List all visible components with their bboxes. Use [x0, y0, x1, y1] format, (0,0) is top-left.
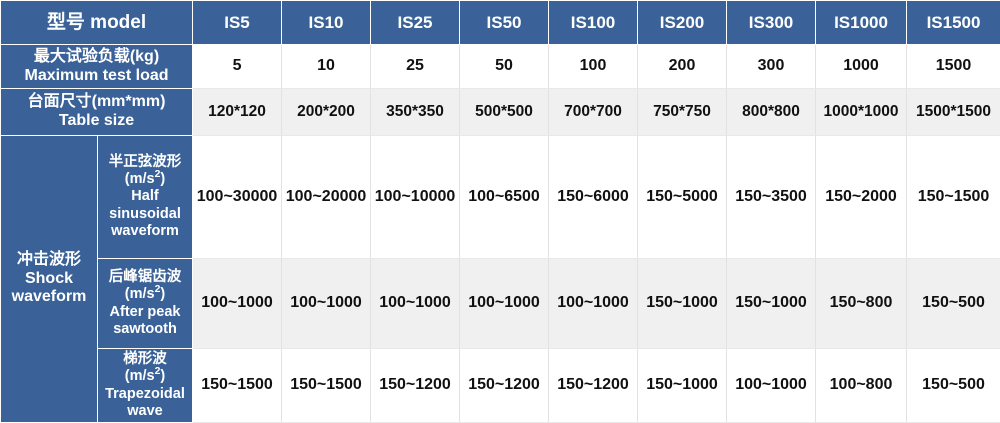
sub-label-trapezoidal-wave-cn: 梯形波	[98, 351, 192, 368]
header-model-is50: IS50	[460, 1, 549, 45]
sub-label-after-peak-sawtooth-en: After peak sawtooth	[98, 304, 192, 339]
sub-label-trapezoidal-wave-unit: (m/s2)	[98, 368, 192, 385]
cell-after-peak-sawtooth-is1000: 150~800	[816, 259, 907, 349]
cell-trapezoidal-wave-is50: 150~1200	[460, 349, 549, 423]
cell-after-peak-sawtooth-is100: 100~1000	[549, 259, 638, 349]
cell-half-sinusoidal-is300: 150~3500	[727, 136, 816, 259]
unit-suffix: )	[160, 171, 165, 187]
cell-half-sinusoidal-is1000: 150~2000	[816, 136, 907, 259]
sub-label-trapezoidal-wave-en: Trapezoidal wave	[98, 386, 192, 421]
cell-trapezoidal-wave-is25: 150~1200	[371, 349, 460, 423]
cell-half-sinusoidal-is100: 150~6000	[549, 136, 638, 259]
unit-suffix: )	[160, 286, 165, 302]
cell-table-size-is300: 800*800	[727, 89, 816, 136]
cell-table-size-is5: 120*120	[193, 89, 282, 136]
cell-half-sinusoidal-is5: 100~30000	[193, 136, 282, 259]
cell-table-size-is25: 350*350	[371, 89, 460, 136]
cell-table-size-is10: 200*200	[282, 89, 371, 136]
cell-max-test-load-is200: 200	[638, 45, 727, 89]
cell-max-test-load-is1000: 1000	[816, 45, 907, 89]
cell-table-size-is100: 700*700	[549, 89, 638, 136]
cell-trapezoidal-wave-is100: 150~1200	[549, 349, 638, 423]
sub-label-half-sinusoidal-cn: 半正弦波形	[98, 154, 192, 171]
cell-trapezoidal-wave-is300: 100~1000	[727, 349, 816, 423]
cell-trapezoidal-wave-is5: 150~1500	[193, 349, 282, 423]
header-model-is10: IS10	[282, 1, 371, 45]
cell-table-size-is1500: 1500*1500	[907, 89, 1000, 136]
unit-prefix: (m/s	[125, 286, 155, 302]
row-label-max-test-load: 最大试验负载(kg) Maximum test load	[1, 45, 193, 89]
cell-table-size-is1000: 1000*1000	[816, 89, 907, 136]
cell-max-test-load-is300: 300	[727, 45, 816, 89]
cell-trapezoidal-wave-is1000: 100~800	[816, 349, 907, 423]
table-row-after-peak-sawtooth: 后峰锯齿波 (m/s2) After peak sawtooth 100~100…	[1, 259, 1000, 349]
cell-table-size-is200: 750*750	[638, 89, 727, 136]
unit-prefix: (m/s	[125, 171, 155, 187]
cell-table-size-is50: 500*500	[460, 89, 549, 136]
row-label-shock-waveform-en: Shock waveform	[1, 270, 97, 308]
cell-after-peak-sawtooth-is25: 100~1000	[371, 259, 460, 349]
cell-half-sinusoidal-is10: 100~20000	[282, 136, 371, 259]
header-model-is5: IS5	[193, 1, 282, 45]
cell-half-sinusoidal-is1500: 150~1500	[907, 136, 1000, 259]
cell-max-test-load-is10: 10	[282, 45, 371, 89]
table-row-table-size: 台面尺寸(mm*mm) Table size 120*120 200*200 3…	[1, 89, 1000, 136]
row-label-max-test-load-en: Maximum test load	[1, 67, 192, 86]
cell-max-test-load-is100: 100	[549, 45, 638, 89]
table-row-max-test-load: 最大试验负载(kg) Maximum test load 5 10 25 50 …	[1, 45, 1000, 89]
header-model-is300: IS300	[727, 1, 816, 45]
cell-half-sinusoidal-is50: 100~6500	[460, 136, 549, 259]
sub-label-after-peak-sawtooth-cn: 后峰锯齿波	[98, 269, 192, 286]
row-label-table-size-cn: 台面尺寸(mm*mm)	[1, 93, 192, 112]
sub-label-half-sinusoidal-en: Half sinusoidal waveform	[98, 188, 192, 240]
unit-suffix: )	[160, 368, 165, 384]
header-model-label: 型号 model	[1, 1, 193, 45]
row-label-table-size: 台面尺寸(mm*mm) Table size	[1, 89, 193, 136]
unit-prefix: (m/s	[125, 368, 155, 384]
cell-after-peak-sawtooth-is1500: 150~500	[907, 259, 1000, 349]
cell-after-peak-sawtooth-is300: 150~1000	[727, 259, 816, 349]
sub-label-after-peak-sawtooth: 后峰锯齿波 (m/s2) After peak sawtooth	[98, 259, 193, 349]
header-model-is1000: IS1000	[816, 1, 907, 45]
header-model-is100: IS100	[549, 1, 638, 45]
cell-half-sinusoidal-is25: 100~10000	[371, 136, 460, 259]
header-model-is1500: IS1500	[907, 1, 1000, 45]
table-row-trapezoidal-wave: 梯形波 (m/s2) Trapezoidal wave 150~1500 150…	[1, 349, 1000, 423]
cell-after-peak-sawtooth-is10: 100~1000	[282, 259, 371, 349]
cell-trapezoidal-wave-is200: 150~1000	[638, 349, 727, 423]
header-model-is200: IS200	[638, 1, 727, 45]
cell-max-test-load-is1500: 1500	[907, 45, 1000, 89]
sub-label-half-sinusoidal: 半正弦波形 (m/s2) Half sinusoidal waveform	[98, 136, 193, 259]
row-label-table-size-en: Table size	[1, 112, 192, 131]
cell-trapezoidal-wave-is1500: 150~500	[907, 349, 1000, 423]
row-label-shock-waveform-cn: 冲击波形	[1, 251, 97, 270]
sub-label-trapezoidal-wave: 梯形波 (m/s2) Trapezoidal wave	[98, 349, 193, 423]
cell-trapezoidal-wave-is10: 150~1500	[282, 349, 371, 423]
cell-half-sinusoidal-is200: 150~5000	[638, 136, 727, 259]
row-label-shock-waveform: 冲击波形 Shock waveform	[1, 136, 98, 423]
sub-label-after-peak-sawtooth-unit: (m/s2)	[98, 286, 192, 303]
row-label-max-test-load-cn: 最大试验负载(kg)	[1, 48, 192, 67]
cell-after-peak-sawtooth-is5: 100~1000	[193, 259, 282, 349]
cell-max-test-load-is50: 50	[460, 45, 549, 89]
table-header-row: 型号 model IS5 IS10 IS25 IS50 IS100 IS200 …	[1, 1, 1000, 45]
header-model-is25: IS25	[371, 1, 460, 45]
cell-max-test-load-is5: 5	[193, 45, 282, 89]
sub-label-half-sinusoidal-unit: (m/s2)	[98, 171, 192, 188]
cell-after-peak-sawtooth-is50: 100~1000	[460, 259, 549, 349]
table-row-half-sinusoidal: 冲击波形 Shock waveform 半正弦波形 (m/s2) Half si…	[1, 136, 1000, 259]
cell-after-peak-sawtooth-is200: 150~1000	[638, 259, 727, 349]
cell-max-test-load-is25: 25	[371, 45, 460, 89]
